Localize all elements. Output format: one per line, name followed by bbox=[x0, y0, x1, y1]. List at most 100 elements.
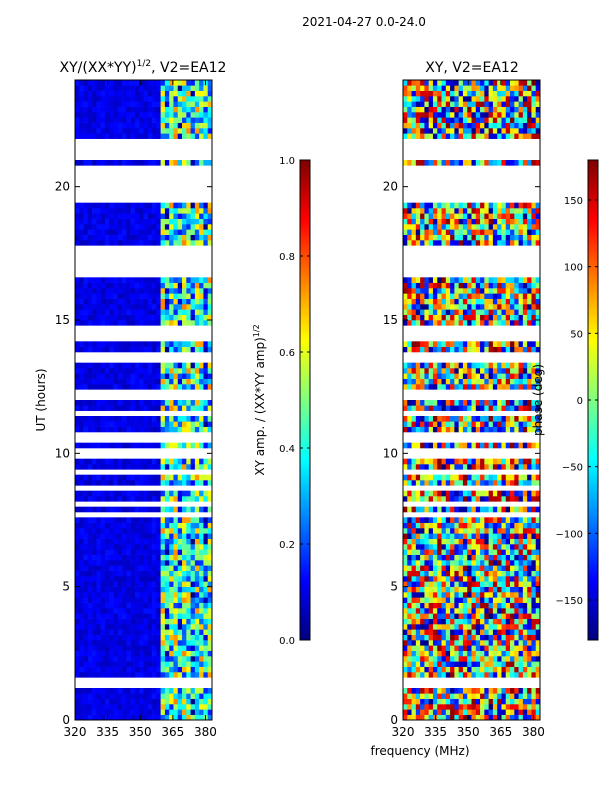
right-heatmap-cell bbox=[420, 309, 425, 315]
right-heatmap-cell bbox=[484, 384, 489, 390]
left-heatmap-cell bbox=[203, 421, 209, 427]
left-heatmap-cell bbox=[152, 309, 157, 315]
left-heatmap-cell bbox=[83, 378, 89, 385]
right-heatmap-cell bbox=[462, 442, 468, 449]
right-heatmap-cell bbox=[471, 613, 477, 619]
left-heatmap-cell bbox=[109, 346, 114, 353]
right-heatmap-cell bbox=[458, 384, 464, 390]
left-heatmap-cell bbox=[182, 613, 187, 619]
left-heatmap-cell bbox=[152, 421, 157, 427]
left-heatmap-cell bbox=[203, 277, 209, 283]
right-heatmap-cell bbox=[445, 506, 451, 513]
left-heatmap-cell bbox=[83, 112, 89, 118]
left-heatmap-cell bbox=[100, 565, 106, 571]
left-heatmap-cell bbox=[87, 554, 93, 561]
right-heatmap-cell bbox=[501, 586, 507, 593]
right-heatmap-cell bbox=[518, 560, 524, 566]
left-heatmap-cell bbox=[92, 640, 97, 646]
right-heatmap-cell bbox=[432, 704, 438, 710]
left-heatmap-cell bbox=[199, 544, 204, 550]
right-heatmap-cell bbox=[510, 400, 515, 406]
left-heatmap-cell bbox=[152, 405, 157, 411]
left-heatmap-cell bbox=[117, 666, 123, 673]
right-heatmap-cell bbox=[488, 666, 494, 673]
right-heatmap-cell bbox=[454, 650, 459, 657]
right-heatmap-cell bbox=[420, 624, 425, 630]
left-heatmap-cell bbox=[190, 666, 196, 673]
left-heatmap-cell bbox=[117, 634, 123, 641]
right-heatmap-cell bbox=[467, 416, 472, 422]
left-heatmap-cell bbox=[92, 586, 97, 593]
left-heatmap-cell bbox=[164, 368, 170, 374]
right-heatmap-cell bbox=[415, 378, 421, 385]
left-heatmap-cell bbox=[75, 688, 80, 694]
right-heatmap-cell bbox=[411, 288, 417, 294]
right-heatmap-cell bbox=[415, 314, 421, 321]
left-heatmap-cell bbox=[134, 368, 140, 374]
left-heatmap-cell bbox=[152, 320, 157, 326]
right-heatmap-cell bbox=[501, 293, 507, 299]
right-heatmap-cell bbox=[445, 661, 451, 667]
left-heatmap-cell bbox=[122, 586, 127, 593]
left-heatmap-cell bbox=[117, 405, 123, 411]
left-heatmap-cell bbox=[122, 672, 127, 678]
left-heatmap-cell bbox=[164, 629, 170, 635]
left-heatmap-cell bbox=[134, 341, 140, 347]
right-heatmap-cell bbox=[454, 421, 459, 427]
right-heatmap-cell bbox=[505, 560, 511, 566]
right-heatmap-cell bbox=[492, 480, 498, 486]
left-heatmap-cell bbox=[143, 80, 149, 86]
right-heatmap-cell bbox=[467, 522, 472, 529]
right-heatmap-cell bbox=[510, 608, 515, 614]
right-heatmap-cell bbox=[510, 576, 515, 582]
left-heatmap-cell bbox=[203, 224, 209, 230]
left-heatmap-cell bbox=[186, 554, 191, 561]
left-heatmap-cell bbox=[96, 704, 101, 710]
right-heatmap-cell bbox=[501, 624, 507, 630]
left-heatmap-cell bbox=[92, 624, 97, 630]
left-heatmap-cell bbox=[203, 613, 209, 619]
right-heatmap-cell bbox=[522, 282, 528, 289]
right-heatmap-cell bbox=[475, 378, 481, 385]
right-heatmap-cell bbox=[484, 640, 489, 646]
left-heatmap-cell bbox=[100, 160, 106, 166]
left-heatmap-cell bbox=[152, 202, 157, 209]
right-heatmap-cell bbox=[480, 618, 485, 625]
left-heatmap-cell bbox=[177, 474, 183, 481]
right-heatmap-cell bbox=[484, 458, 489, 465]
left-heatmap-cell bbox=[96, 549, 101, 555]
right-heatmap-cell bbox=[484, 282, 489, 289]
right-heatmap-cell bbox=[428, 442, 434, 449]
left-heatmap-cell bbox=[177, 538, 183, 545]
left-heatmap-cell bbox=[87, 650, 93, 657]
right-heatmap-cell bbox=[458, 672, 464, 678]
right-heatmap-cell bbox=[445, 528, 451, 534]
left-heatmap-cell bbox=[147, 400, 153, 406]
right-heatmap-cell bbox=[527, 288, 532, 294]
left-heatmap-cell bbox=[152, 346, 157, 353]
right-heatmap-cell bbox=[475, 597, 481, 603]
left-heatmap-cell bbox=[207, 464, 213, 470]
left-heatmap-cell bbox=[194, 661, 200, 667]
left-heatmap-cell bbox=[199, 117, 204, 123]
right-heatmap-cell bbox=[505, 613, 511, 619]
left-heatmap-cell bbox=[134, 506, 140, 513]
left-heatmap-cell bbox=[139, 378, 144, 385]
left-heatmap-cell bbox=[186, 240, 191, 246]
right-heatmap-cell bbox=[415, 698, 421, 705]
left-heatmap-cell bbox=[203, 426, 209, 433]
left-heatmap-cell bbox=[160, 277, 166, 283]
left-heatmap-cell bbox=[164, 442, 170, 449]
right-heatmap-cell bbox=[445, 656, 451, 662]
right-heatmap-cell bbox=[424, 314, 429, 321]
right-heatmap-cell bbox=[445, 277, 451, 283]
right-heatmap-cell bbox=[501, 666, 507, 673]
left-heatmap-cell bbox=[156, 320, 161, 326]
right-heatmap-cell bbox=[445, 640, 451, 646]
left-heatmap-cell bbox=[130, 474, 136, 481]
right-heatmap-cell bbox=[424, 597, 429, 603]
left-heatmap-cell bbox=[152, 517, 157, 523]
left-heatmap-cell bbox=[79, 597, 84, 603]
right-heatmap-cell bbox=[484, 554, 489, 561]
right-heatmap-cell bbox=[497, 661, 502, 667]
